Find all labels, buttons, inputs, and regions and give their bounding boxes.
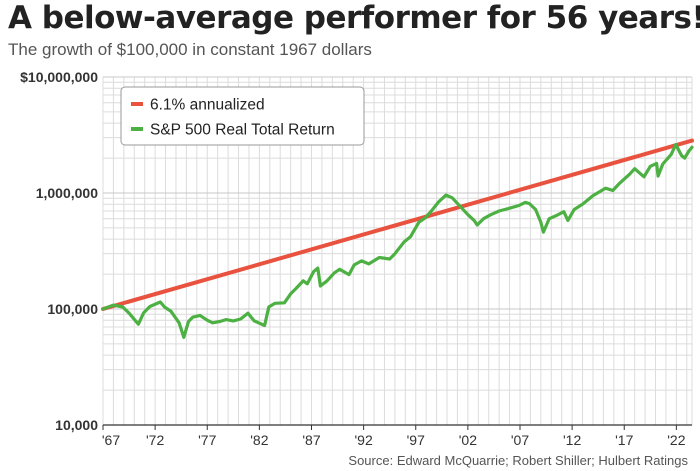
y-tick-label: 10,000 — [55, 417, 98, 433]
legend-box — [120, 86, 365, 146]
x-tick-label: '02 — [459, 432, 477, 448]
series-lines — [101, 138, 694, 339]
x-tick-label: '22 — [667, 432, 685, 448]
x-tick-label: '77 — [198, 432, 216, 448]
x-tick-label: '67 — [102, 432, 120, 448]
chart-subtitle: The growth of $100,000 in constant 1967 … — [8, 40, 372, 59]
x-tick-label: '82 — [250, 432, 268, 448]
y-tick-label: 100,000 — [47, 301, 98, 317]
series-line-sp500 — [101, 142, 694, 339]
y-axis-ticks: 10,000 100,000 1,000,000 $10,000,000 — [20, 69, 98, 433]
x-tick-label: '87 — [302, 432, 320, 448]
chart-title: A below-average performer for 56 years! — [8, 0, 700, 36]
x-tick-label: '12 — [563, 432, 581, 448]
y-tick-label: $10,000,000 — [20, 69, 98, 85]
legend: 6.1% annualized S&P 500 Real Total Return — [120, 86, 365, 146]
y-tick-label: 1,000,000 — [36, 185, 98, 201]
x-axis-ticks: '67 '72 '77 '82 '87 '92 '97 '02 '07 '12 '17 '22 — [102, 425, 686, 448]
x-tick-label: '72 — [146, 432, 164, 448]
x-tick-label: '17 — [615, 432, 633, 448]
x-tick-label: '07 — [511, 432, 529, 448]
x-tick-label: '97 — [407, 432, 425, 448]
series-line-annualized — [101, 138, 694, 311]
legend-label: 6.1% annualized — [150, 97, 265, 114]
x-tick-label: '92 — [354, 432, 372, 448]
legend-label: S&P 500 Real Total Return — [150, 122, 335, 139]
source-note: Source: Edward McQuarrie; Robert Shiller… — [348, 453, 688, 468]
